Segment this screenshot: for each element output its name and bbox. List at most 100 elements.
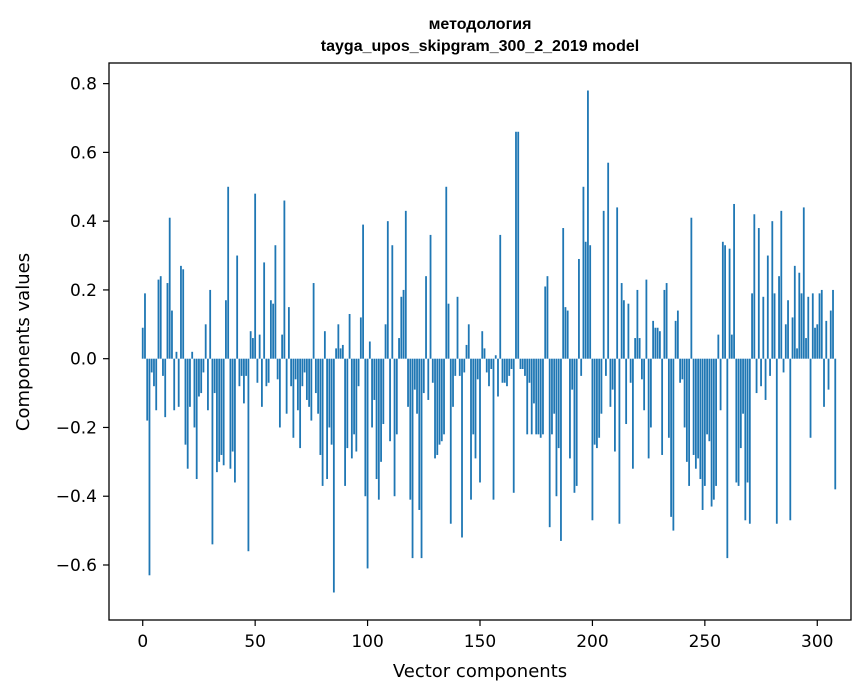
bar-component-26 xyxy=(200,358,203,394)
x-axis-label: Vector components xyxy=(393,661,567,682)
bar-component-124 xyxy=(420,358,423,559)
bar-component-20 xyxy=(186,358,189,469)
bar-component-108 xyxy=(384,324,387,359)
bar-component-296 xyxy=(807,296,810,359)
bar-component-201 xyxy=(593,358,596,445)
bar-component-284 xyxy=(780,210,783,359)
bar-component-134 xyxy=(443,358,445,435)
bar-component-229 xyxy=(656,327,659,359)
bar-component-90 xyxy=(344,358,346,486)
bar-component-28 xyxy=(204,324,207,359)
bar-component-139 xyxy=(454,358,457,376)
bar-component-207 xyxy=(607,162,610,359)
bar-component-231 xyxy=(661,358,664,455)
bar-component-227 xyxy=(652,320,655,359)
bar-component-41 xyxy=(234,358,236,483)
bar-component-270 xyxy=(748,358,751,524)
bar-component-162 xyxy=(506,358,508,387)
bar-component-221 xyxy=(638,338,641,359)
bar-component-189 xyxy=(566,310,569,359)
bar-component-101 xyxy=(368,341,371,359)
bar-component-290 xyxy=(793,265,796,359)
bar-component-31 xyxy=(211,358,214,545)
bar-component-104 xyxy=(375,358,378,480)
bar-component-2 xyxy=(146,358,149,421)
bar-component-228 xyxy=(654,327,657,359)
bar-component-32 xyxy=(213,358,216,394)
bar-component-60 xyxy=(276,358,279,380)
bar-component-226 xyxy=(649,358,652,428)
bar-component-34 xyxy=(218,358,221,462)
bar-component-258 xyxy=(721,241,724,359)
bar-component-27 xyxy=(202,358,205,373)
bar-component-274 xyxy=(757,228,760,359)
bar-component-135 xyxy=(445,186,448,359)
bar-component-220 xyxy=(636,289,639,359)
bar-component-298 xyxy=(811,293,814,359)
bar-component-262 xyxy=(730,334,733,359)
bar-component-272 xyxy=(753,214,756,359)
bar-component-94 xyxy=(353,358,355,435)
bar-component-79 xyxy=(319,358,322,455)
bar-component-277 xyxy=(764,358,767,400)
bar-component-80 xyxy=(321,358,324,486)
bar-component-297 xyxy=(809,358,812,438)
bar-component-158 xyxy=(497,358,499,397)
bar-component-212 xyxy=(618,358,621,524)
bar-component-130 xyxy=(434,358,436,459)
bar-component-74 xyxy=(308,358,311,407)
bar-component-146 xyxy=(470,358,472,500)
bar-component-222 xyxy=(640,358,643,380)
bar-component-194 xyxy=(578,258,580,359)
bar-component-99 xyxy=(364,358,367,497)
bar-component-175 xyxy=(535,358,538,435)
bar-component-257 xyxy=(719,358,722,411)
bar-component-36 xyxy=(222,358,225,466)
bar-component-109 xyxy=(386,221,389,359)
bar-component-276 xyxy=(762,296,765,359)
bar-component-243 xyxy=(688,358,691,486)
y-axis-label: Components values xyxy=(13,253,34,431)
bar-component-186 xyxy=(560,358,562,541)
bar-component-187 xyxy=(562,228,565,359)
bar-component-259 xyxy=(724,245,726,359)
bar-component-252 xyxy=(708,358,711,442)
bar-component-87 xyxy=(337,324,340,359)
bar-component-118 xyxy=(407,358,409,407)
bar-component-249 xyxy=(701,358,704,510)
bar-component-97 xyxy=(359,317,362,359)
bar-component-244 xyxy=(690,217,693,359)
bar-component-147 xyxy=(472,358,475,435)
bar-component-5 xyxy=(153,358,155,387)
bar-component-184 xyxy=(555,358,558,497)
bar-component-209 xyxy=(611,358,614,390)
bar-component-145 xyxy=(467,324,470,359)
bar-component-66 xyxy=(290,358,293,387)
bar-component-173 xyxy=(530,358,533,435)
bar-component-157 xyxy=(494,355,497,359)
bar-component-110 xyxy=(389,358,391,442)
bar-component-287 xyxy=(787,300,789,359)
bar-component-67 xyxy=(292,358,295,438)
bar-component-261 xyxy=(728,248,731,359)
bar-component-48 xyxy=(249,331,252,359)
bar-component-183 xyxy=(553,358,556,414)
bar-component-164 xyxy=(510,358,513,369)
bar-component-38 xyxy=(227,186,230,359)
bar-component-195 xyxy=(580,358,583,376)
bar-component-208 xyxy=(609,358,612,407)
bar-component-181 xyxy=(548,358,551,528)
bar-component-21 xyxy=(189,358,191,407)
bar-component-263 xyxy=(733,203,735,359)
bar-component-95 xyxy=(355,358,358,452)
bar-component-236 xyxy=(672,358,675,531)
bar-component-46 xyxy=(245,358,248,376)
bar-component-150 xyxy=(479,358,481,483)
bar-component-25 xyxy=(198,358,200,397)
bar-component-291 xyxy=(796,348,798,359)
bar-component-6 xyxy=(155,358,158,411)
bar-component-93 xyxy=(350,358,353,459)
bar-component-306 xyxy=(829,310,832,359)
bar-component-22 xyxy=(191,351,194,359)
bar-component-285 xyxy=(782,358,785,373)
